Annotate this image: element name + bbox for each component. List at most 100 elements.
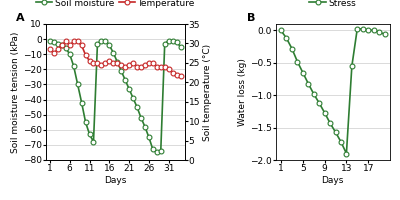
Temperature xyxy=(123,66,128,68)
Temperature xyxy=(158,66,163,68)
Soil moisture xyxy=(99,39,104,42)
Soil moisture xyxy=(174,41,179,43)
Temperature xyxy=(178,75,183,78)
Text: A: A xyxy=(16,13,24,23)
Soil moisture xyxy=(87,133,92,136)
Temperature xyxy=(138,66,143,68)
Temperature xyxy=(166,67,171,70)
Stress xyxy=(333,131,338,133)
Soil moisture xyxy=(178,45,183,48)
Temperature xyxy=(150,62,155,64)
Stress xyxy=(338,141,343,143)
Temperature xyxy=(67,44,72,47)
Soil moisture xyxy=(131,97,136,99)
Temperature xyxy=(63,40,68,43)
Legend: Stress: Stress xyxy=(310,0,356,8)
Stress xyxy=(382,33,387,36)
Soil moisture xyxy=(71,65,76,68)
Soil moisture xyxy=(111,52,116,54)
Y-axis label: Water loss (kg): Water loss (kg) xyxy=(238,58,247,126)
Soil moisture xyxy=(56,42,60,45)
Soil moisture xyxy=(60,44,64,46)
Stress xyxy=(279,29,284,32)
Temperature xyxy=(87,60,92,62)
Temperature xyxy=(103,62,108,64)
Stress xyxy=(322,112,327,114)
Soil moisture xyxy=(63,47,68,49)
Soil moisture xyxy=(48,39,52,42)
Temperature xyxy=(52,52,56,54)
Temperature xyxy=(95,62,100,64)
Soil moisture xyxy=(150,148,155,151)
Stress xyxy=(350,65,354,67)
Line: Temperature: Temperature xyxy=(48,39,183,79)
Temperature xyxy=(83,54,88,56)
Soil moisture xyxy=(170,39,175,42)
Temperature xyxy=(75,40,80,43)
Temperature xyxy=(111,62,116,64)
Soil moisture xyxy=(75,83,80,86)
Stress xyxy=(300,71,305,74)
Soil moisture xyxy=(67,53,72,55)
Stress xyxy=(290,47,294,50)
X-axis label: Days: Days xyxy=(104,176,126,185)
Stress xyxy=(295,60,300,63)
Temperature xyxy=(91,62,96,64)
Temperature xyxy=(162,66,167,68)
Temperature xyxy=(146,62,151,64)
Stress xyxy=(360,28,365,30)
Soil moisture xyxy=(142,126,147,128)
Soil moisture xyxy=(154,151,159,154)
Soil moisture xyxy=(91,141,96,143)
Temperature xyxy=(142,64,147,66)
Soil moisture xyxy=(146,136,151,139)
Stress xyxy=(306,82,311,85)
Soil moisture xyxy=(166,39,171,42)
Soil moisture xyxy=(79,101,84,104)
Soil moisture xyxy=(123,79,128,81)
Stress xyxy=(284,37,289,39)
Soil moisture xyxy=(83,121,88,123)
Stress xyxy=(371,29,376,32)
Temperature xyxy=(174,73,179,76)
Soil moisture xyxy=(107,44,112,46)
Legend: Soil moisture, Temperature: Soil moisture, Temperature xyxy=(36,0,195,8)
Soil moisture xyxy=(162,42,167,45)
Temperature xyxy=(154,66,159,68)
Temperature xyxy=(170,71,175,74)
Temperature xyxy=(107,60,112,62)
Stress xyxy=(344,152,349,155)
Temperature xyxy=(56,48,60,50)
Temperature xyxy=(135,66,140,68)
Soil moisture xyxy=(52,41,56,43)
Soil moisture xyxy=(95,42,100,45)
Temperature xyxy=(119,64,124,66)
Stress xyxy=(355,27,360,30)
Stress xyxy=(317,102,322,104)
Stress xyxy=(311,93,316,95)
Line: Stress: Stress xyxy=(278,26,387,156)
Soil moisture xyxy=(115,61,120,63)
Temperature xyxy=(131,62,136,64)
Temperature xyxy=(127,64,132,66)
Stress xyxy=(366,29,371,31)
X-axis label: Days: Days xyxy=(322,176,344,185)
Temperature xyxy=(79,44,84,47)
Temperature xyxy=(48,48,52,50)
Y-axis label: Soil temperature (°C): Soil temperature (°C) xyxy=(203,43,212,141)
Stress xyxy=(328,122,332,124)
Temperature xyxy=(99,64,104,66)
Soil moisture xyxy=(103,39,108,42)
Temperature xyxy=(115,62,120,64)
Temperature xyxy=(60,44,64,47)
Soil moisture xyxy=(127,88,132,90)
Soil moisture xyxy=(135,106,140,108)
Stress xyxy=(377,31,382,33)
Soil moisture xyxy=(158,150,163,152)
Text: B: B xyxy=(247,13,255,23)
Y-axis label: Soil moisture tension (kPa): Soil moisture tension (kPa) xyxy=(11,31,20,153)
Soil moisture xyxy=(138,116,143,119)
Line: Soil moisture: Soil moisture xyxy=(48,38,183,155)
Soil moisture xyxy=(119,70,124,72)
Temperature xyxy=(71,40,76,43)
